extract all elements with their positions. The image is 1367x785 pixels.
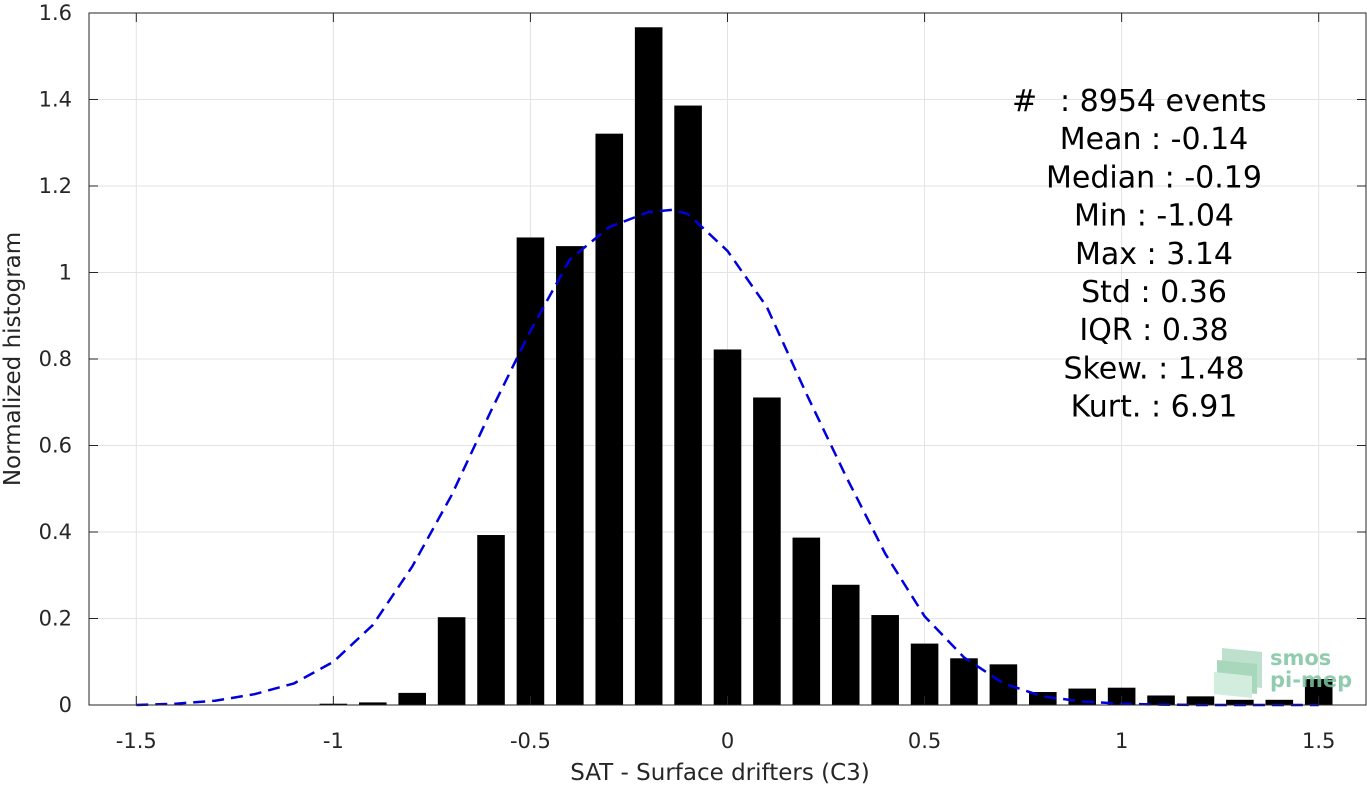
histogram-bar bbox=[634, 27, 663, 705]
histogram-bar bbox=[674, 105, 702, 706]
stat-line: Skew. : 1.48 bbox=[1063, 351, 1244, 386]
x-tick-label: 0 bbox=[721, 729, 734, 753]
x-tick-label: -0.5 bbox=[510, 729, 551, 753]
x-tick-label: 1 bbox=[1115, 729, 1128, 753]
logo-graphic bbox=[1214, 648, 1262, 698]
histogram-bar bbox=[1226, 699, 1254, 705]
x-tick-label: -1.5 bbox=[116, 729, 157, 753]
histogram-bar bbox=[477, 535, 505, 705]
stat-line: Kurt. : 6.91 bbox=[1071, 390, 1238, 425]
histogram-bar bbox=[1265, 699, 1294, 705]
histogram-bar bbox=[595, 133, 624, 706]
stat-line: : 8954 events bbox=[1060, 84, 1267, 119]
histogram-bar bbox=[831, 584, 860, 705]
histogram-bar bbox=[398, 692, 426, 705]
histogram-bar bbox=[1147, 695, 1175, 705]
y-tick-label: 1.4 bbox=[39, 88, 72, 112]
y-tick-label: 0.6 bbox=[39, 434, 72, 458]
y-tick-label: 1.2 bbox=[39, 174, 72, 198]
x-tick-label: 0.5 bbox=[908, 729, 941, 753]
stat-line: Mean : -0.14 bbox=[1060, 122, 1249, 157]
histogram-bar bbox=[792, 537, 821, 705]
y-axis-ticks: 0 0.2 0.4 0.6 0.8 1 1.2 1.4 1.6 bbox=[39, 1, 1366, 717]
x-axis-ticks: -1.5 -1 -0.5 0 0.5 1 1.5 bbox=[116, 13, 1335, 753]
histogram-bar bbox=[989, 664, 1018, 705]
histogram-bar bbox=[358, 702, 387, 705]
stat-line: Median : -0.19 bbox=[1046, 160, 1262, 195]
smos-pimep-logo: smos pi-mep bbox=[1214, 646, 1352, 698]
histogram-bar bbox=[516, 237, 545, 705]
y-tick-label: 0.4 bbox=[39, 520, 72, 544]
x-tick-label: -1 bbox=[323, 729, 344, 753]
histogram-bars bbox=[319, 27, 1333, 706]
histogram-bar bbox=[437, 617, 466, 705]
y-tick-label: 0.2 bbox=[39, 607, 72, 631]
y-tick-label: 1.6 bbox=[39, 1, 72, 25]
y-axis-label: Normalized histogram bbox=[0, 232, 26, 486]
x-axis-label: SAT - Surface drifters (C3) bbox=[570, 760, 870, 785]
histogram-bar bbox=[950, 658, 978, 705]
histogram-bar bbox=[713, 349, 742, 705]
stat-line: IQR : 0.38 bbox=[1079, 313, 1228, 348]
histogram-bar bbox=[910, 643, 939, 705]
y-tick-label: 0.8 bbox=[39, 347, 72, 371]
logo-text-line1: smos bbox=[1270, 646, 1331, 670]
stat-prefix: # bbox=[1012, 84, 1037, 119]
x-tick-label: 1.5 bbox=[1302, 729, 1335, 753]
histogram-bar bbox=[871, 615, 899, 705]
stat-line: Max : 3.14 bbox=[1075, 237, 1233, 272]
histogram-bar bbox=[1186, 696, 1215, 705]
stat-line: Std : 0.36 bbox=[1081, 275, 1227, 310]
y-tick-label: 0 bbox=[59, 693, 72, 717]
logo-text-line2: pi-mep bbox=[1270, 668, 1352, 692]
stat-line: Min : -1.04 bbox=[1074, 199, 1234, 234]
histogram-bar bbox=[556, 246, 584, 705]
histogram-bar bbox=[753, 397, 781, 705]
gaussian-fit-curve bbox=[136, 208, 1319, 707]
y-tick-label: 1 bbox=[59, 261, 72, 285]
